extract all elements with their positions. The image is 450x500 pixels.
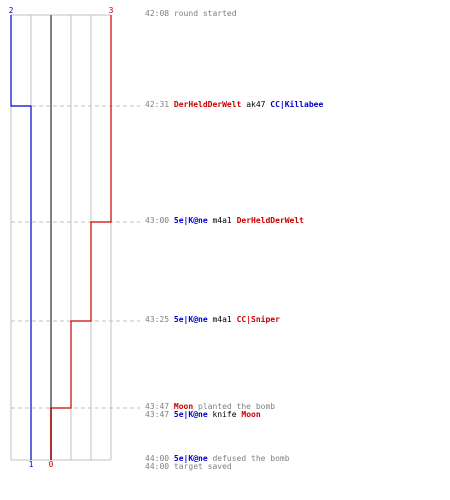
ct-end-score: 1 bbox=[29, 460, 34, 469]
t-score-line bbox=[50, 15, 112, 460]
weapon-name: ak47 bbox=[246, 100, 266, 109]
t-player-name: Moon bbox=[173, 402, 194, 411]
event-time: 43:47 bbox=[145, 410, 170, 419]
event-row: 43:00 5e|K@ne m4a1 DerHeldDerWelt bbox=[145, 216, 304, 225]
t-player-name: CC|Sniper bbox=[236, 315, 280, 324]
event-time: 44:00 bbox=[145, 462, 170, 471]
weapon-name: knife bbox=[212, 410, 237, 419]
event-time: 43:47 bbox=[145, 402, 170, 411]
ct-start-score: 2 bbox=[9, 6, 14, 15]
t-player-name: Moon bbox=[241, 410, 261, 419]
event-description: planted the bomb bbox=[198, 402, 276, 411]
event-time: 42:08 bbox=[145, 9, 170, 18]
event-time: 42:31 bbox=[145, 100, 170, 109]
weapon-name: m4a1 bbox=[212, 315, 232, 324]
event-time: 43:25 bbox=[145, 315, 170, 324]
event-row: 42:31 DerHeldDerWelt ak47 CC|Killabee bbox=[145, 100, 323, 109]
event-description: defused the bomb bbox=[212, 454, 290, 463]
event-row: 43:47 Moon planted the bomb bbox=[145, 402, 275, 411]
event-row: 44:00 5e|K@ne defused the bomb bbox=[145, 454, 290, 463]
event-description: round started bbox=[173, 9, 237, 18]
t-start-score: 3 bbox=[109, 6, 114, 15]
event-row: 42:08 round started bbox=[145, 9, 237, 18]
event-time: 43:00 bbox=[145, 216, 170, 225]
t-player-name: DerHeldDerWelt bbox=[236, 216, 304, 225]
weapon-name: m4a1 bbox=[212, 216, 232, 225]
ct-score-line bbox=[10, 15, 32, 460]
ct-player-name: 5e|K@ne bbox=[173, 216, 208, 225]
event-row: 43:47 5e|K@ne knife Moon bbox=[145, 410, 261, 419]
event-row: 44:00 target saved bbox=[145, 462, 232, 471]
ct-player-name: 5e|K@ne bbox=[173, 315, 208, 324]
ct-player-name: CC|Killabee bbox=[270, 100, 324, 109]
t-player-name: DerHeldDerWelt bbox=[173, 100, 242, 109]
event-time: 44:00 bbox=[145, 454, 170, 463]
t-end-score: 0 bbox=[49, 460, 54, 469]
ct-player-name: 5e|K@ne bbox=[173, 454, 208, 463]
ct-player-name: 5e|K@ne bbox=[173, 410, 208, 419]
event-row: 43:25 5e|K@ne m4a1 CC|Sniper bbox=[145, 315, 280, 324]
event-description: target saved bbox=[173, 462, 232, 471]
